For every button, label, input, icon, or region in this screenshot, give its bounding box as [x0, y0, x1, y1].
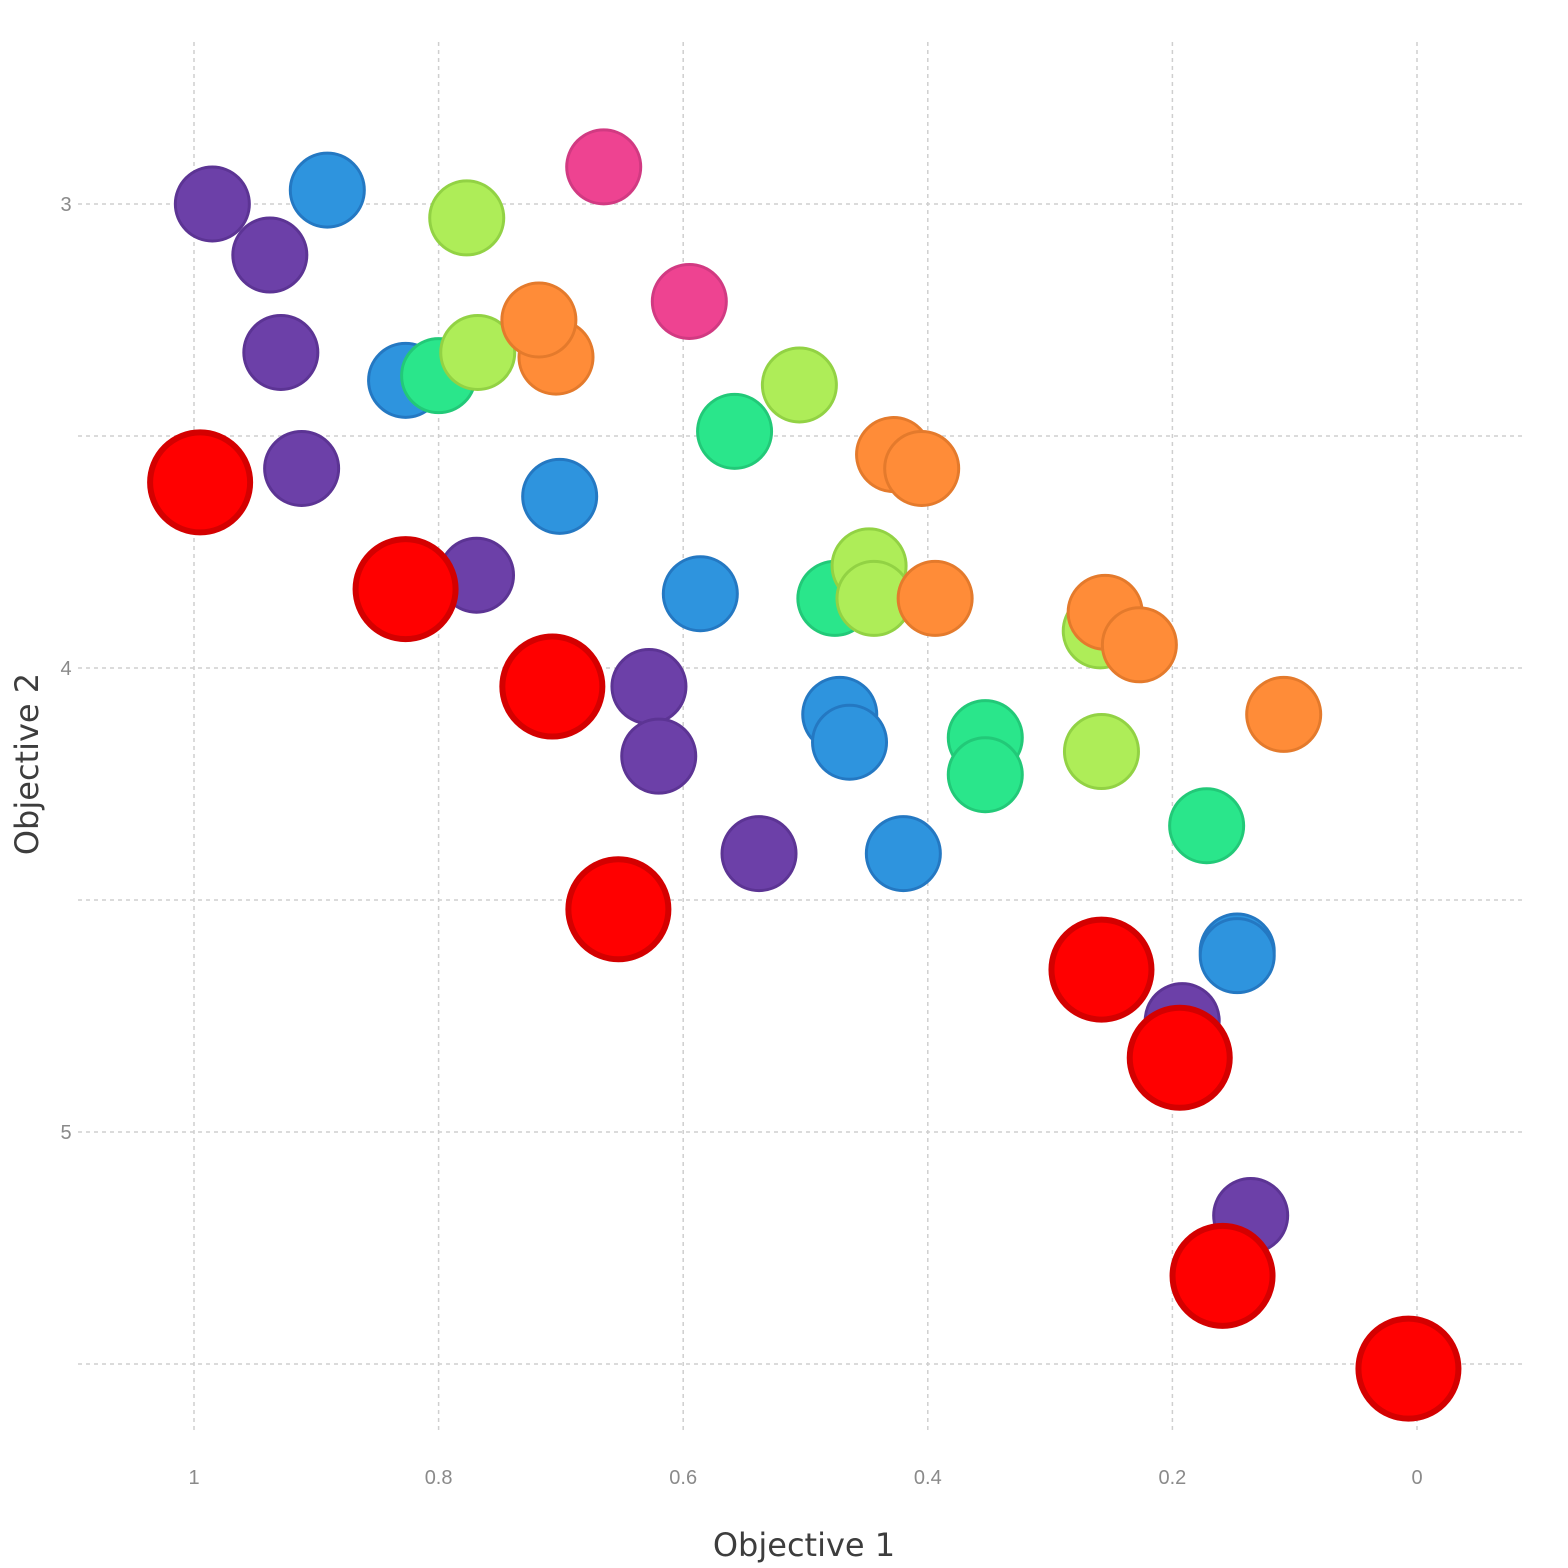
- data-point: [610, 648, 688, 726]
- data-point: [661, 555, 739, 633]
- y-tick-label: 3: [60, 194, 71, 216]
- data-point: [173, 165, 251, 243]
- data-point: [696, 392, 774, 470]
- data-point: [864, 815, 942, 893]
- data-point: [439, 313, 517, 391]
- data-points: [147, 128, 1462, 1422]
- data-point: [1355, 1315, 1462, 1422]
- data-point: [231, 216, 309, 294]
- x-tick-label: 0.6: [669, 1467, 697, 1489]
- data-point: [500, 281, 578, 359]
- data-point: [883, 429, 961, 507]
- x-tick-label: 0.4: [914, 1467, 942, 1489]
- data-point: [242, 313, 320, 391]
- data-point: [521, 457, 599, 535]
- data-point: [1126, 1004, 1233, 1111]
- data-point: [620, 717, 698, 795]
- data-point: [352, 536, 459, 643]
- data-point: [428, 179, 506, 257]
- data-point: [565, 128, 643, 206]
- data-point: [811, 703, 889, 781]
- data-point: [288, 151, 366, 229]
- x-tick-label: 0: [1411, 1467, 1422, 1489]
- data-point: [565, 856, 672, 963]
- data-point: [1100, 606, 1178, 684]
- data-point: [896, 559, 974, 637]
- y-tick-label: 4: [60, 658, 71, 680]
- x-tick-label: 1: [188, 1467, 199, 1489]
- data-point: [760, 346, 838, 424]
- data-point: [1198, 917, 1276, 995]
- data-point: [1168, 787, 1246, 865]
- data-point: [946, 736, 1024, 814]
- x-tick-label: 0.8: [425, 1467, 453, 1489]
- data-point: [1062, 713, 1140, 791]
- x-tick-label: 0.2: [1158, 1467, 1186, 1489]
- data-point: [1169, 1222, 1276, 1329]
- data-point: [1048, 916, 1155, 1023]
- data-point: [650, 262, 728, 340]
- y-tick-labels: 3 4 5: [60, 194, 71, 1144]
- y-tick-label: 5: [60, 1122, 71, 1144]
- x-tick-labels: 1 0.8 0.6 0.4 0.2 0: [188, 1467, 1422, 1489]
- data-point: [499, 633, 606, 740]
- data-point: [147, 429, 254, 536]
- y-axis-title: Objective 2: [8, 673, 46, 855]
- x-axis-title: Objective 1: [713, 1526, 895, 1564]
- data-point: [1245, 675, 1323, 753]
- data-point: [720, 815, 798, 893]
- data-point: [263, 429, 341, 507]
